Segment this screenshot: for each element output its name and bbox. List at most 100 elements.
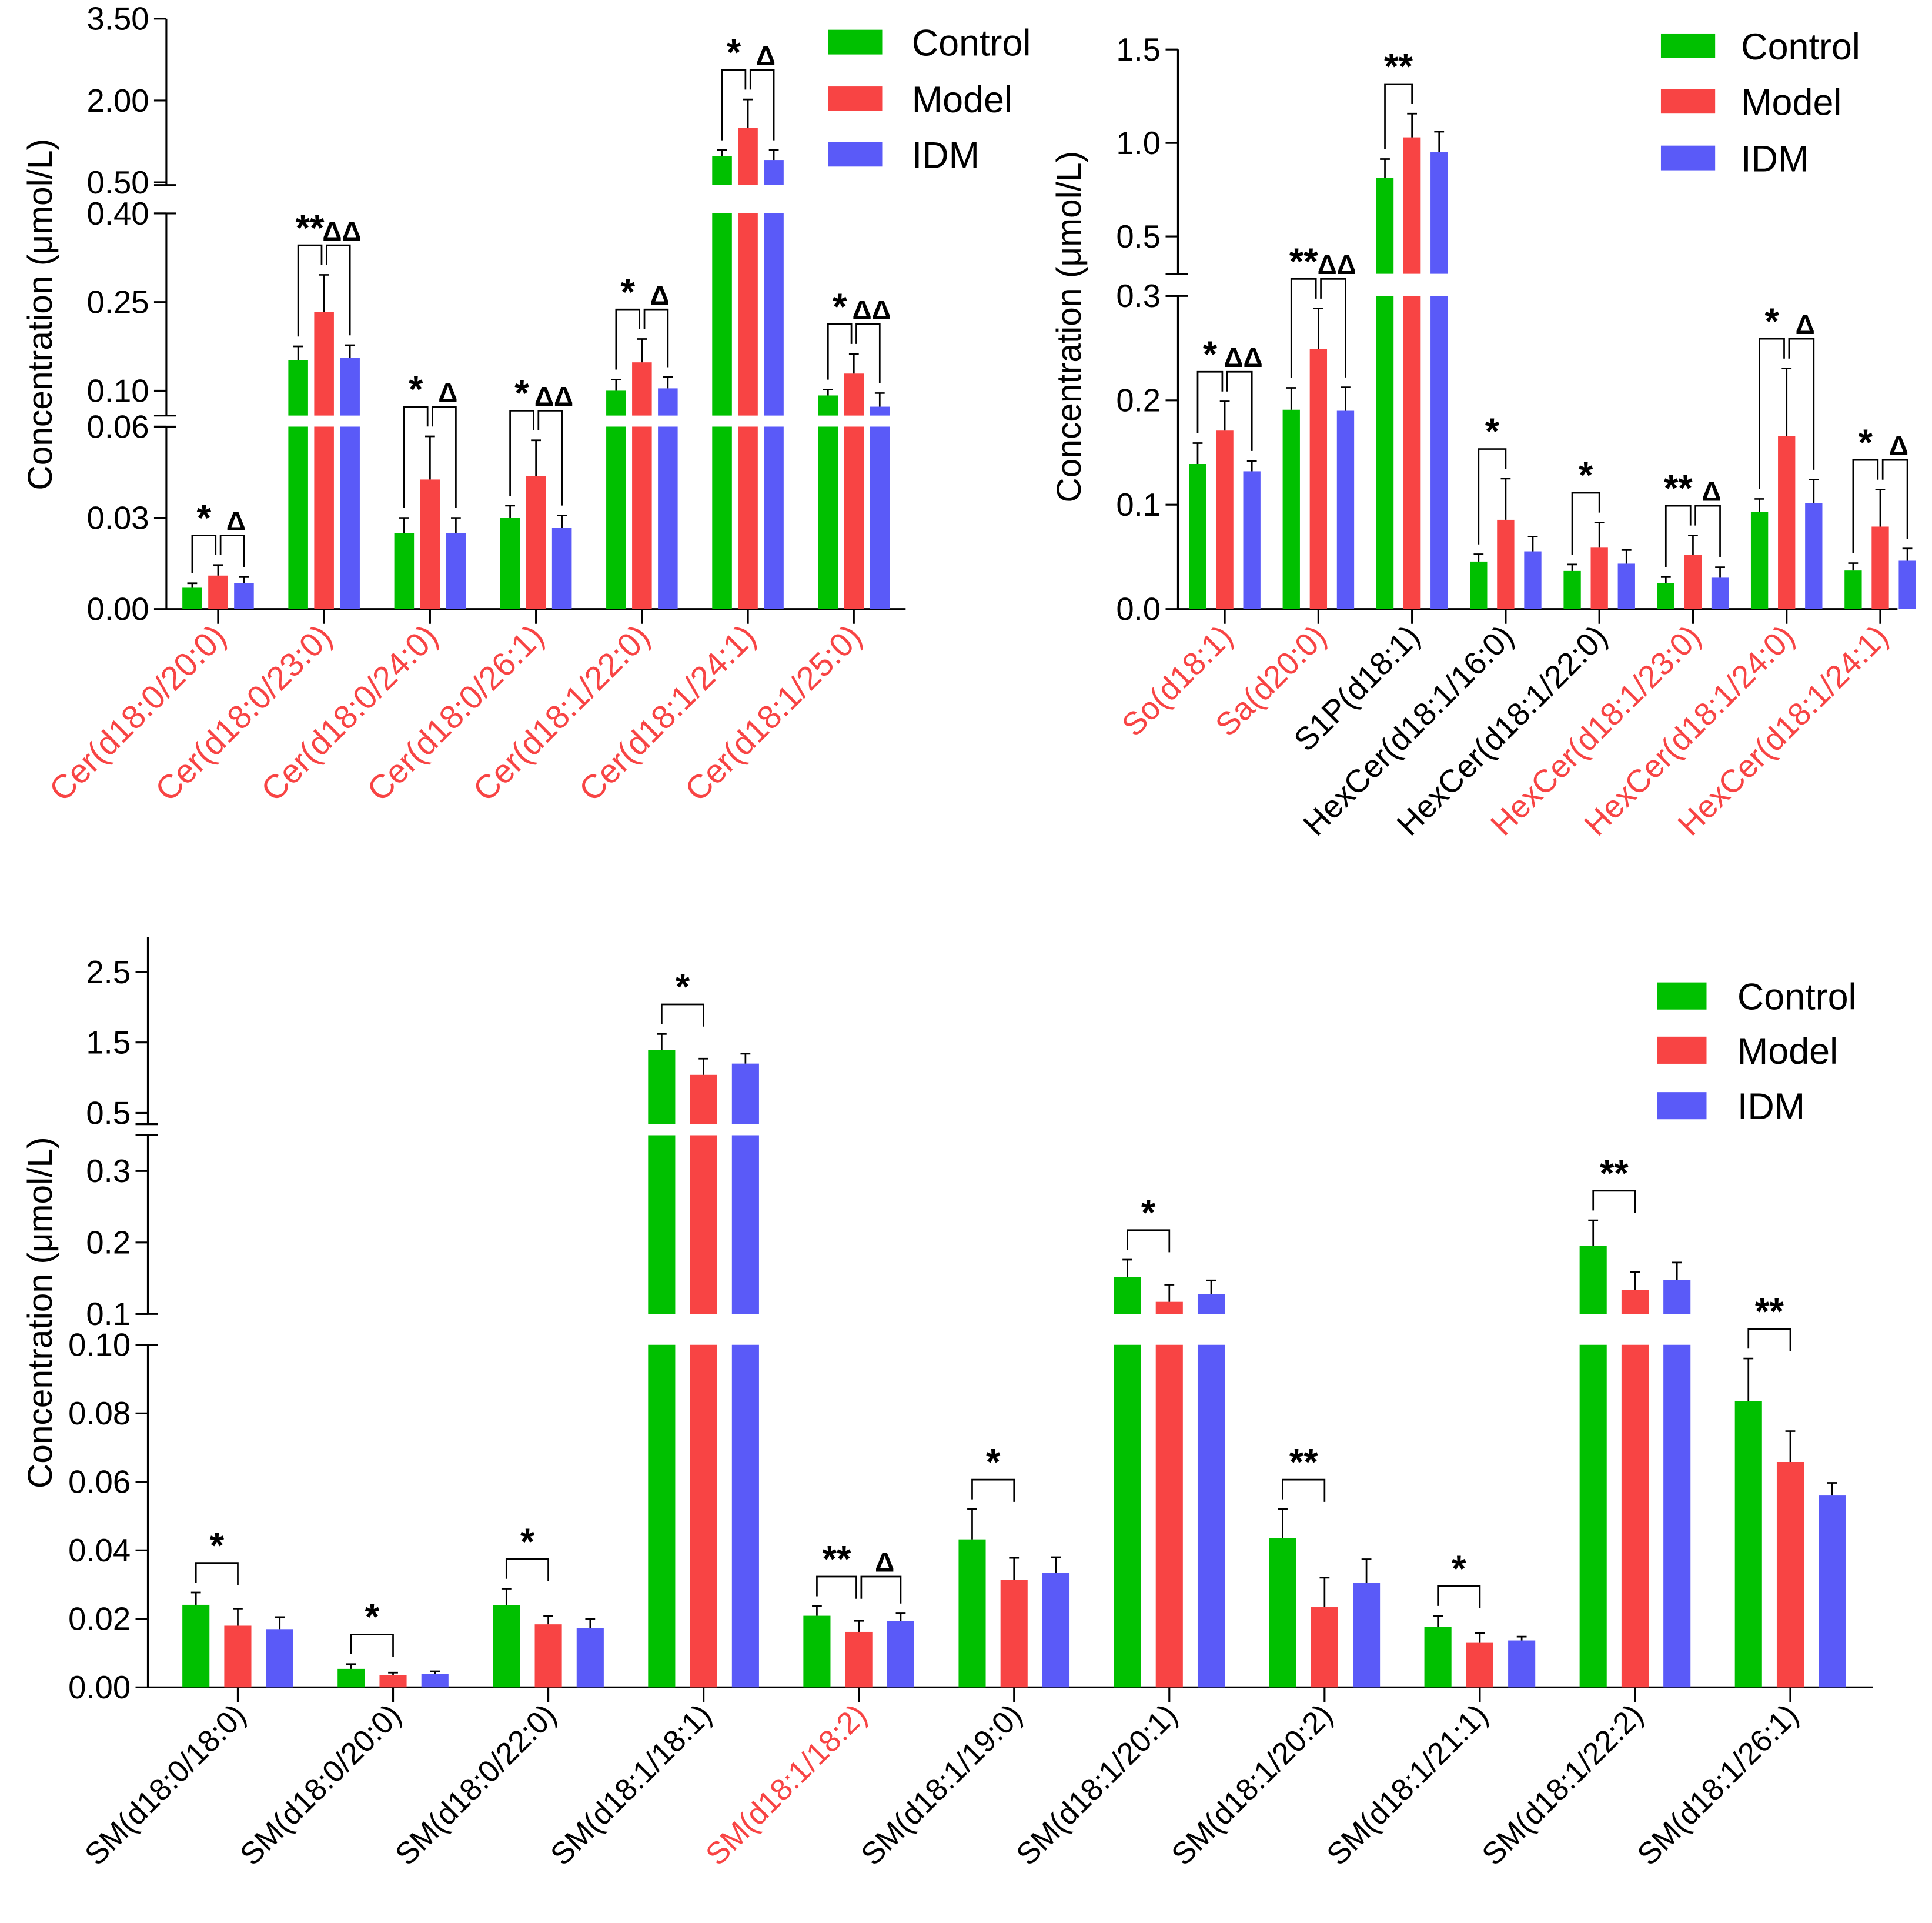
bar-idm bbox=[764, 160, 784, 185]
significance-bracket bbox=[1437, 1585, 1481, 1609]
legend-label: Model bbox=[1741, 82, 1841, 123]
significance-delta: ΔΔ bbox=[534, 381, 573, 412]
legend-swatch-control bbox=[828, 29, 883, 55]
y-tick-label: 0.3 bbox=[1116, 278, 1161, 314]
bar-idm bbox=[764, 426, 784, 609]
legend-label: IDM bbox=[1737, 1086, 1805, 1127]
bar-control bbox=[818, 426, 838, 609]
bar-model bbox=[738, 128, 758, 185]
bar-control bbox=[1282, 409, 1300, 609]
bar-idm bbox=[1430, 296, 1448, 609]
x-category-label: SM(d18:1/22:2) bbox=[1476, 1698, 1650, 1872]
bar-control bbox=[1470, 561, 1488, 609]
bar-model bbox=[1155, 1344, 1183, 1688]
significance-bracket bbox=[827, 323, 853, 380]
x-category-label: Cer(d18:0/20:0) bbox=[42, 617, 233, 809]
bar-control bbox=[606, 390, 626, 416]
significance-bracket bbox=[191, 535, 217, 573]
bar-control bbox=[606, 426, 626, 609]
y-tick-label: 0.00 bbox=[87, 592, 149, 627]
significance-star: * bbox=[1141, 1192, 1156, 1233]
significance-star: ** bbox=[1600, 1153, 1629, 1194]
significance-bracket bbox=[1592, 1190, 1636, 1213]
x-category-label: Cer(d18:1/22:0) bbox=[466, 617, 657, 809]
y-axis-title: Concentration (μmol/L) bbox=[21, 139, 59, 490]
bar-idm bbox=[731, 1063, 759, 1124]
x-category-label: SM(d18:0/18:0) bbox=[78, 1698, 252, 1872]
significance-bracket bbox=[749, 69, 775, 141]
significance-star: ** bbox=[1664, 468, 1693, 509]
significance-delta: Δ bbox=[1702, 476, 1721, 507]
bar-idm bbox=[1197, 1294, 1225, 1314]
bar-model bbox=[844, 426, 864, 609]
x-category-label: SM(d18:1/18:2) bbox=[700, 1698, 874, 1872]
significance-bracket bbox=[615, 308, 641, 370]
bar-model bbox=[1466, 1642, 1493, 1688]
bar-model bbox=[526, 476, 546, 609]
x-category-label: SM(d18:1/19:0) bbox=[855, 1698, 1029, 1872]
significance-bracket bbox=[537, 410, 563, 506]
bar-model bbox=[1621, 1344, 1649, 1688]
legend-swatch-idm bbox=[1660, 145, 1716, 171]
bar-model bbox=[690, 1135, 717, 1314]
significance-bracket bbox=[1196, 370, 1224, 433]
significance-star: * bbox=[1485, 411, 1500, 452]
significance-star: * bbox=[986, 1442, 1001, 1483]
bar-control bbox=[182, 1604, 210, 1688]
y-tick-label: 0.25 bbox=[87, 285, 149, 320]
significance-star: * bbox=[514, 373, 529, 414]
significance-star: * bbox=[1579, 455, 1593, 496]
significance-bracket bbox=[971, 1478, 1015, 1502]
bar-control bbox=[1114, 1277, 1141, 1314]
bar-model bbox=[1311, 1607, 1338, 1688]
legend-swatch-model bbox=[828, 86, 883, 111]
bar-idm bbox=[340, 426, 360, 609]
legend-label: Model bbox=[1737, 1031, 1838, 1072]
significance-bracket bbox=[1320, 278, 1346, 378]
bar-idm bbox=[1197, 1344, 1225, 1688]
bar-control bbox=[288, 426, 308, 609]
x-category-label: Cer(d18:1/25:0) bbox=[678, 617, 869, 809]
bar-model bbox=[1000, 1580, 1028, 1688]
bar-model bbox=[632, 426, 652, 609]
legend-label: IDM bbox=[912, 135, 980, 176]
bar-model bbox=[1309, 349, 1328, 609]
significance-star: * bbox=[197, 498, 212, 539]
significance-star: ** bbox=[296, 208, 325, 249]
bar-model bbox=[224, 1625, 252, 1688]
bar-idm bbox=[887, 1621, 914, 1688]
bar-control bbox=[648, 1050, 676, 1124]
bar-control bbox=[712, 156, 732, 185]
bar-idm bbox=[234, 583, 254, 609]
significance-bracket bbox=[816, 1575, 857, 1599]
bar-model bbox=[1621, 1290, 1649, 1314]
x-category-label: SM(d18:1/20:2) bbox=[1165, 1698, 1339, 1872]
bar-model bbox=[690, 1074, 717, 1124]
bar-control bbox=[1563, 570, 1581, 609]
significance-star: ** bbox=[1289, 1442, 1318, 1483]
bar-control bbox=[1579, 1246, 1607, 1314]
y-axis-title: Concentration (μmol/L) bbox=[21, 1137, 59, 1488]
significance-bracket bbox=[403, 406, 429, 508]
y-tick-label: 0.50 bbox=[87, 165, 149, 201]
significance-bracket bbox=[1384, 83, 1413, 149]
significance-delta: ΔΔ bbox=[1224, 342, 1262, 373]
y-tick-label: 0.2 bbox=[86, 1225, 131, 1261]
x-category-label: SM(d18:0/20:0) bbox=[233, 1698, 407, 1872]
bar-idm bbox=[1042, 1573, 1070, 1688]
bar-model bbox=[1590, 547, 1608, 609]
significance-star: * bbox=[727, 32, 741, 73]
significance-star: * bbox=[1203, 334, 1218, 375]
significance-bracket bbox=[1747, 1328, 1791, 1351]
significance-delta: Δ bbox=[756, 40, 776, 71]
significance-bracket bbox=[195, 1562, 239, 1585]
y-tick-label: 0.10 bbox=[87, 373, 149, 409]
bar-control bbox=[1424, 1627, 1452, 1688]
x-category-label: SM(d18:1/26:1) bbox=[1631, 1698, 1805, 1872]
x-category-label: Cer(d18:0/26:1) bbox=[360, 617, 551, 809]
significance-bracket bbox=[1881, 459, 1908, 539]
legend-swatch-control bbox=[1657, 982, 1707, 1010]
significance-star: * bbox=[520, 1521, 535, 1563]
legend-label: Control bbox=[1737, 977, 1857, 1018]
